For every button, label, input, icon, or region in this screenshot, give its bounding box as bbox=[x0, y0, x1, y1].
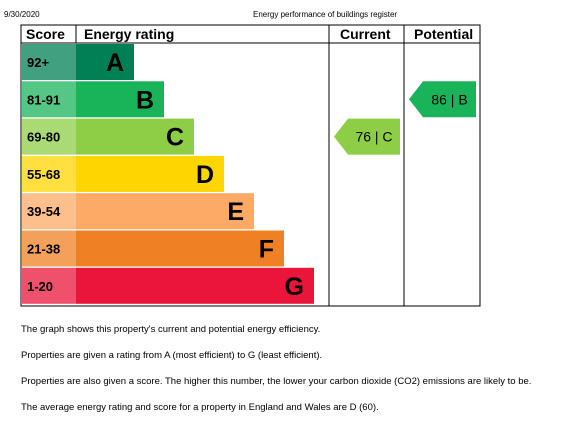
score-range-d: 55-68 bbox=[27, 167, 60, 182]
score-range-g: 1-20 bbox=[27, 279, 53, 294]
band-letter-c: C bbox=[166, 124, 184, 152]
score-range-f: 21-38 bbox=[27, 242, 60, 257]
potential-rating-arrow bbox=[409, 81, 476, 118]
band-bar-b bbox=[76, 81, 164, 118]
band-letter-e: E bbox=[227, 198, 244, 226]
score-cell-d bbox=[22, 155, 76, 192]
note-4: The average energy rating and score for … bbox=[21, 402, 379, 413]
score-cell-b bbox=[22, 81, 76, 118]
band-letter-b: B bbox=[136, 86, 154, 114]
score-range-b: 81-91 bbox=[27, 92, 60, 107]
score-range-e: 39-54 bbox=[27, 204, 61, 219]
band-bar-f bbox=[76, 230, 284, 267]
band-letter-a: A bbox=[106, 49, 124, 77]
report-date: 9/30/2020 bbox=[4, 10, 40, 19]
score-range-c: 69-80 bbox=[27, 130, 60, 145]
band-letter-g: G bbox=[285, 273, 304, 301]
note-2: Properties are given a rating from A (mo… bbox=[21, 350, 323, 361]
potential-rating-label: 86 | B bbox=[431, 91, 467, 107]
score-column-header: Score bbox=[26, 26, 65, 42]
score-range-a: 92+ bbox=[27, 55, 49, 70]
score-cell-a bbox=[22, 44, 76, 80]
band-bar-a bbox=[76, 44, 134, 80]
current-rating-label: 76 | C bbox=[355, 129, 392, 145]
band-bar-g bbox=[76, 267, 314, 304]
score-cell-c bbox=[22, 118, 76, 155]
band-bar-d bbox=[76, 155, 224, 192]
rating-column-header: Energy rating bbox=[84, 26, 174, 42]
band-bar-c bbox=[76, 118, 194, 155]
score-cell-e bbox=[22, 193, 76, 230]
note-1: The graph shows this property's current … bbox=[21, 324, 321, 335]
report-title: Energy performance of buildings register bbox=[253, 10, 398, 19]
current-column-header: Current bbox=[340, 26, 391, 42]
note-3: Properties are also given a score. The h… bbox=[21, 376, 532, 387]
current-rating-arrow bbox=[334, 118, 400, 155]
score-cell-g bbox=[22, 267, 76, 304]
band-letter-d: D bbox=[196, 161, 214, 189]
score-cell-f bbox=[22, 230, 76, 267]
band-bar-e bbox=[76, 193, 254, 230]
energy-rating-chart: Score Energy rating Current Potential 92… bbox=[20, 24, 481, 307]
band-letter-f: F bbox=[259, 236, 274, 264]
potential-column-header: Potential bbox=[414, 26, 473, 42]
